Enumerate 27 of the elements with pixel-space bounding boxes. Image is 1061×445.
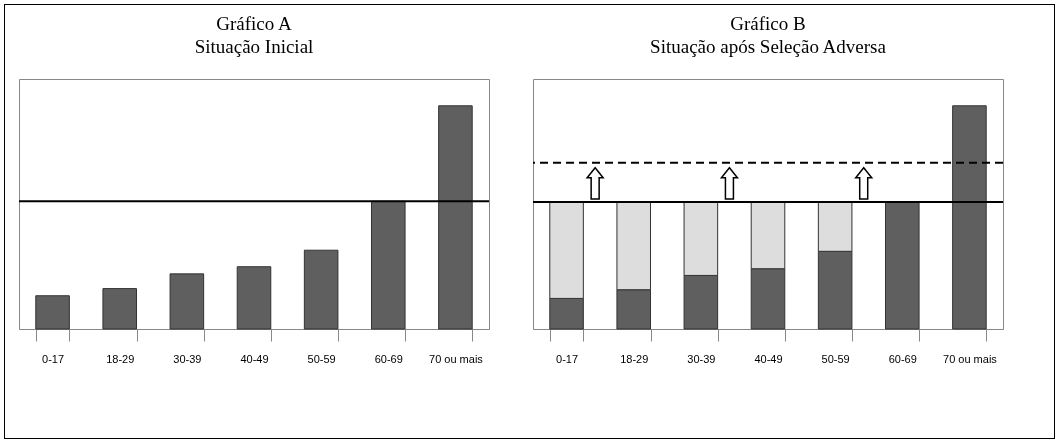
chart-subtitle: Situação após Seleção Adversa [650, 36, 887, 57]
chart-subtitle: Situação Inicial [194, 36, 314, 57]
bar [303, 249, 339, 330]
x-tick-label: 30-39 [687, 352, 716, 365]
x-tick-label: 40-49 [754, 352, 783, 365]
x-tick-label: 60-69 [374, 352, 403, 365]
bar [371, 200, 406, 330]
bar [102, 288, 137, 330]
x-tick-label: 70 ou mais [429, 352, 484, 365]
bar [885, 201, 920, 330]
bar [438, 105, 473, 330]
x-tick-label: 30-39 [173, 352, 202, 365]
x-tick-label: 50-59 [821, 352, 850, 365]
bar [952, 105, 987, 330]
bar [35, 295, 70, 330]
bar [236, 266, 272, 330]
x-tick-label: 18-29 [620, 352, 649, 365]
x-tick-label: 18-29 [106, 352, 135, 365]
x-tick-label: 70 ou mais [943, 352, 998, 365]
x-tick-label: 0-17 [42, 352, 65, 365]
bar [169, 273, 205, 330]
chart-title: Gráfico A [216, 13, 292, 34]
chart-title: Gráfico B [730, 13, 806, 34]
x-tick-label: 60-69 [888, 352, 917, 365]
x-tick-label: 40-49 [240, 352, 269, 365]
x-tick-label: 50-59 [307, 352, 336, 365]
x-tick-label: 0-17 [556, 352, 579, 365]
